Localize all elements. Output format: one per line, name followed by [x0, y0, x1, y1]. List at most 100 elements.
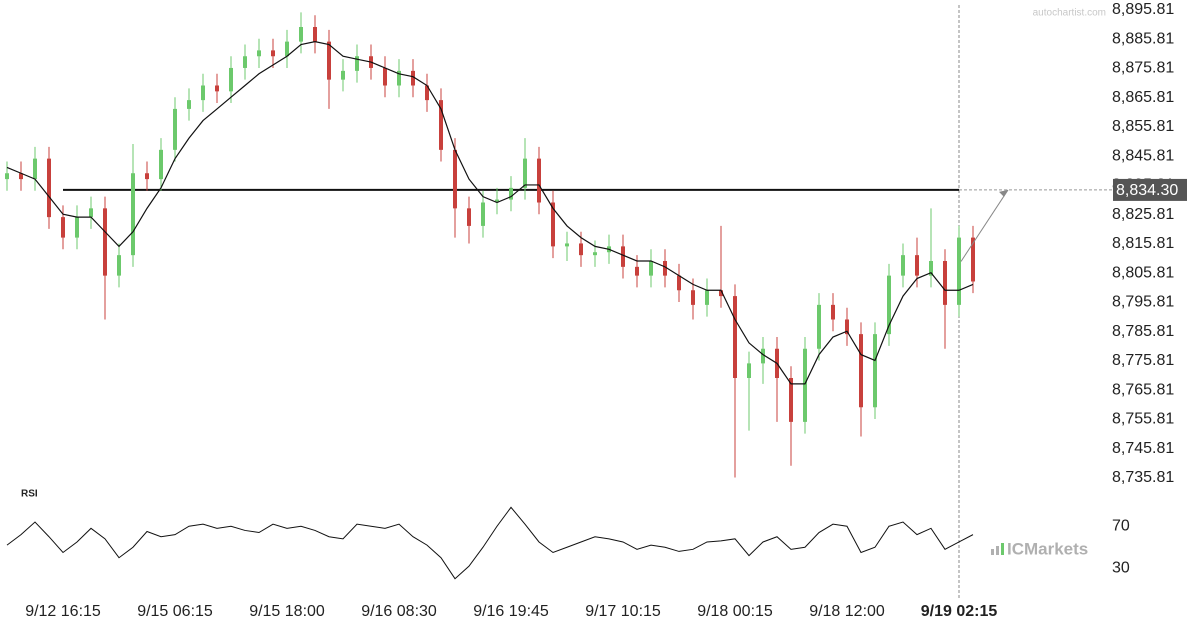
logo-bar	[1001, 543, 1004, 555]
candle-body	[215, 85, 219, 92]
candle-body	[747, 363, 751, 379]
candle-body	[719, 290, 723, 297]
logo-bar	[991, 549, 994, 555]
y-tick-label: 8,865.81	[1112, 89, 1174, 106]
y-tick-label: 8,775.81	[1112, 352, 1174, 369]
candle-body	[355, 56, 359, 71]
candle-body	[89, 208, 93, 218]
logo-bar	[996, 546, 999, 555]
level-label-box	[1113, 178, 1187, 201]
y-tick-label: 8,895.81	[1112, 1, 1174, 18]
candle-body	[817, 304, 821, 349]
candle-body	[579, 243, 583, 256]
y-tick-label: 8,855.81	[1112, 118, 1174, 135]
candle-body	[789, 378, 793, 422]
x-tick-label: 9/12 16:15	[25, 603, 101, 620]
candle-body	[943, 260, 947, 305]
candle-body	[663, 260, 667, 276]
brand: ICMarkets	[1007, 539, 1088, 558]
candle-body	[845, 319, 849, 335]
candle-body	[761, 348, 765, 364]
candle-body	[439, 100, 443, 150]
candle-body	[551, 202, 555, 247]
candle-body	[145, 173, 149, 180]
candle-body	[901, 255, 905, 276]
y-tick-label: 8,755.81	[1112, 411, 1174, 428]
y-tick-label: 8,885.81	[1112, 30, 1174, 47]
candle-body	[831, 304, 835, 320]
x-tick-label: 9/19 02:15	[921, 603, 998, 620]
candle-body	[201, 85, 205, 101]
candle-body	[593, 252, 597, 256]
x-tick-label: 9/15 06:15	[137, 603, 213, 620]
candle-body	[61, 217, 65, 238]
candle-body	[411, 70, 415, 86]
candle-body	[467, 208, 471, 226]
candle-body	[705, 290, 709, 305]
level-label: 8,834.30	[1116, 182, 1178, 199]
brand-logo: ICMarkets	[991, 539, 1088, 558]
candle-body	[187, 100, 191, 109]
candle-body	[425, 85, 429, 101]
candle-body	[103, 208, 107, 276]
candle-body	[565, 243, 569, 247]
candle-body	[5, 173, 9, 180]
y-tick-label: 8,875.81	[1112, 60, 1174, 77]
x-tick-label: 9/17 10:15	[585, 603, 661, 620]
candle-body	[537, 158, 541, 203]
candle-body	[397, 70, 401, 86]
y-tick-label: 8,795.81	[1112, 294, 1174, 311]
x-tick-label: 9/16 08:30	[361, 603, 437, 620]
y-tick-label: 8,785.81	[1112, 323, 1174, 340]
y-tick-label: 8,845.81	[1112, 147, 1174, 164]
candle-body	[313, 26, 317, 42]
candle-body	[453, 149, 457, 209]
candle-body	[117, 255, 121, 276]
candle-body	[19, 173, 23, 180]
candle-body	[621, 246, 625, 267]
moving-average	[6, 41, 974, 385]
candle-body	[327, 41, 331, 80]
watermark: autochartist.com	[1033, 8, 1106, 19]
candle-body	[957, 237, 961, 305]
candle-body	[285, 41, 289, 57]
rsi-title: RSI	[21, 489, 38, 500]
y-tick-label: 8,805.81	[1112, 264, 1174, 281]
candle-body	[159, 149, 163, 180]
y-tick-label: 8,825.81	[1112, 206, 1174, 223]
candle-body	[887, 275, 891, 335]
candle-body	[229, 67, 233, 92]
candle-body	[33, 158, 37, 180]
candle-body	[257, 50, 261, 57]
candle-body	[523, 158, 527, 188]
candle-body	[341, 70, 345, 80]
rsi-tick-label: 30	[1112, 559, 1130, 576]
arrow-head	[999, 189, 1008, 197]
projection-arrow	[960, 189, 1009, 262]
candle-body	[915, 255, 919, 276]
candle-body	[481, 202, 485, 226]
candle-body	[733, 296, 737, 379]
candle-body	[243, 56, 247, 68]
candle-body	[803, 348, 807, 422]
candle-body	[47, 158, 51, 218]
candle-body	[873, 334, 877, 408]
candle-body	[495, 199, 499, 203]
candle-body	[271, 50, 275, 57]
x-tick-label: 9/18 00:15	[697, 603, 773, 620]
candle-body	[971, 237, 975, 282]
rsi-tick-label: 70	[1112, 517, 1130, 534]
candle-body	[131, 173, 135, 256]
y-tick-label: 8,815.81	[1112, 235, 1174, 252]
y-tick-label: 8,735.81	[1112, 469, 1174, 486]
x-tick-label: 9/16 19:45	[473, 603, 549, 620]
candle-body	[649, 260, 653, 276]
candle-body	[173, 108, 177, 150]
x-tick-label: 9/18 12:00	[809, 603, 885, 620]
candle-body	[75, 217, 79, 238]
candle-body	[677, 275, 681, 291]
candle-body	[859, 334, 863, 408]
candle-body	[383, 67, 387, 86]
